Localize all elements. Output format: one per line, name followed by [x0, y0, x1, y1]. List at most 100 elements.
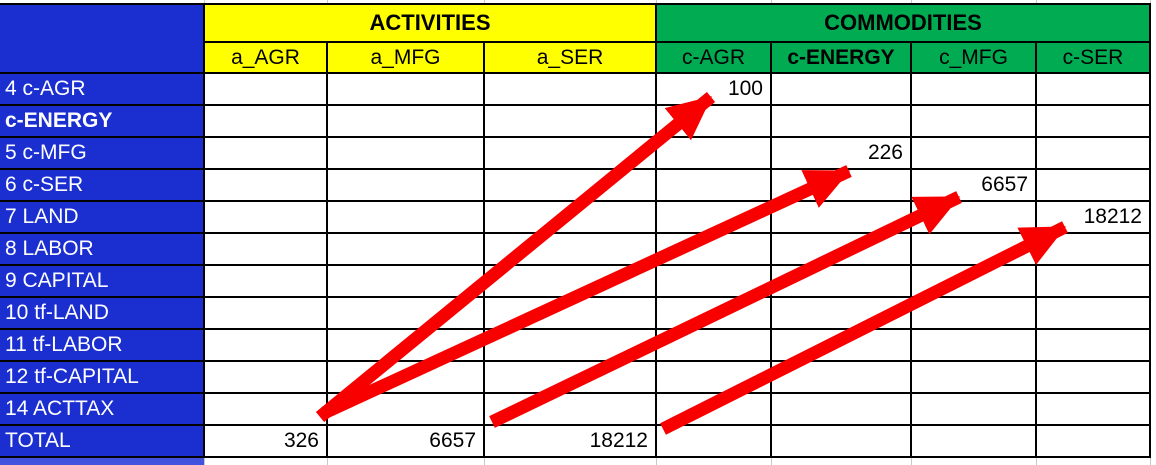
cell-c-ENERGY-6-c-SER[interactable] — [772, 170, 912, 202]
cell-a_MFG-6-c-SER[interactable] — [328, 170, 485, 202]
cell-a_AGR-14-ACTTAX[interactable] — [205, 394, 328, 426]
cell-c-ENERGY-12-tf-CAPITAL[interactable] — [772, 362, 912, 394]
cell-a_MFG-14-ACTTAX[interactable] — [328, 394, 485, 426]
cell-c_MFG-10-tf-LAND[interactable] — [912, 298, 1037, 330]
cell-c_MFG-4-c-AGR[interactable] — [912, 74, 1037, 106]
cell-a_MFG-4-c-AGR[interactable] — [328, 74, 485, 106]
cell-a_MFG-11-tf-LABOR[interactable] — [328, 330, 485, 362]
cell-a_SER-8-LABOR[interactable] — [485, 234, 657, 266]
row-header-9-CAPITAL[interactable]: 9 CAPITAL — [0, 266, 205, 298]
cell-a_MFG-7-LAND[interactable] — [328, 202, 485, 234]
cell-a_MFG-10-tf-LAND[interactable] — [328, 298, 485, 330]
group-header-activities[interactable]: ACTIVITIES — [205, 5, 657, 43]
cell-c_MFG-5-c-MFG[interactable] — [912, 138, 1037, 170]
column-header-c_MFG[interactable]: c_MFG — [912, 43, 1037, 74]
cell-c-ENERGY-c-ENERGY[interactable] — [772, 106, 912, 138]
row-header-8-LABOR[interactable]: 8 LABOR — [0, 234, 205, 266]
cell-a_SER-9-CAPITAL[interactable] — [485, 266, 657, 298]
row-header-7-LAND[interactable]: 7 LAND — [0, 202, 205, 234]
row-header-10-tf-LAND[interactable]: 10 tf-LAND — [0, 298, 205, 330]
cell-c-ENERGY-TOTAL[interactable] — [772, 426, 912, 458]
cell-a_AGR-8-LABOR[interactable] — [205, 234, 328, 266]
cell-a_AGR-6-c-SER[interactable] — [205, 170, 328, 202]
column-header-c-ENERGY[interactable]: c-ENERGY — [772, 43, 912, 74]
cell-a_AGR-9-CAPITAL[interactable] — [205, 266, 328, 298]
cell-a_MFG-5-c-MFG[interactable] — [328, 138, 485, 170]
cell-c-SER-7-LAND[interactable]: 18212 — [1037, 202, 1151, 234]
cell-c-SER-11-tf-LABOR[interactable] — [1037, 330, 1151, 362]
row-header-11-tf-LABOR[interactable]: 11 tf-LABOR — [0, 330, 205, 362]
cell-c_MFG-9-CAPITAL[interactable] — [912, 266, 1037, 298]
cell-a_SER-c-ENERGY[interactable] — [485, 106, 657, 138]
cell-a_SER-4-c-AGR[interactable] — [485, 74, 657, 106]
cell-c_MFG-11-tf-LABOR[interactable] — [912, 330, 1037, 362]
cell-a_AGR-7-LAND[interactable] — [205, 202, 328, 234]
cell-c_MFG-14-ACTTAX[interactable] — [912, 394, 1037, 426]
cell-c_MFG-7-LAND[interactable] — [912, 202, 1037, 234]
cell-c-ENERGY-14-ACTTAX[interactable] — [772, 394, 912, 426]
cell-c-AGR-10-tf-LAND[interactable] — [657, 298, 772, 330]
row-header-6-c-SER[interactable]: 6 c-SER — [0, 170, 205, 202]
cell-c_MFG-12-tf-CAPITAL[interactable] — [912, 362, 1037, 394]
cell-c-ENERGY-8-LABOR[interactable] — [772, 234, 912, 266]
cell-a_SER-5-c-MFG[interactable] — [485, 138, 657, 170]
cell-c-ENERGY-11-tf-LABOR[interactable] — [772, 330, 912, 362]
column-header-c-AGR[interactable]: c-AGR — [657, 43, 772, 74]
cell-a_SER-6-c-SER[interactable] — [485, 170, 657, 202]
cell-a_MFG-12-tf-CAPITAL[interactable] — [328, 362, 485, 394]
cell-a_MFG-TOTAL[interactable]: 6657 — [328, 426, 485, 458]
column-header-a_SER[interactable]: a_SER — [485, 43, 657, 74]
cell-a_AGR-11-tf-LABOR[interactable] — [205, 330, 328, 362]
cell-a_SER-7-LAND[interactable] — [485, 202, 657, 234]
cell-c-AGR-7-LAND[interactable] — [657, 202, 772, 234]
cell-c-AGR-12-tf-CAPITAL[interactable] — [657, 362, 772, 394]
cell-c-SER-14-ACTTAX[interactable] — [1037, 394, 1151, 426]
cell-a_SER-12-tf-CAPITAL[interactable] — [485, 362, 657, 394]
cell-c-AGR-14-ACTTAX[interactable] — [657, 394, 772, 426]
column-header-a_AGR[interactable]: a_AGR — [205, 43, 328, 74]
cell-c-SER-5-c-MFG[interactable] — [1037, 138, 1151, 170]
cell-c-SER-4-c-AGR[interactable] — [1037, 74, 1151, 106]
group-header-commodities[interactable]: COMMODITIES — [657, 5, 1151, 43]
cell-a_MFG-9-CAPITAL[interactable] — [328, 266, 485, 298]
cell-c-SER-8-LABOR[interactable] — [1037, 234, 1151, 266]
row-header-TOTAL[interactable]: TOTAL — [0, 426, 205, 458]
cell-c-SER-TOTAL[interactable] — [1037, 426, 1151, 458]
row-header-4-c-AGR[interactable]: 4 c-AGR — [0, 74, 205, 106]
cell-a_AGR-c-ENERGY[interactable] — [205, 106, 328, 138]
cell-c-SER-12-tf-CAPITAL[interactable] — [1037, 362, 1151, 394]
cell-a_AGR-TOTAL[interactable]: 326 — [205, 426, 328, 458]
cell-c-AGR-TOTAL[interactable] — [657, 426, 772, 458]
cell-c-AGR-11-tf-LABOR[interactable] — [657, 330, 772, 362]
cell-c-AGR-c-ENERGY[interactable] — [657, 106, 772, 138]
cell-a_AGR-12-tf-CAPITAL[interactable] — [205, 362, 328, 394]
cell-c-AGR-4-c-AGR[interactable]: 100 — [657, 74, 772, 106]
cell-c_MFG-TOTAL[interactable] — [912, 426, 1037, 458]
cell-a_AGR-10-tf-LAND[interactable] — [205, 298, 328, 330]
cell-a_MFG-c-ENERGY[interactable] — [328, 106, 485, 138]
cell-c_MFG-6-c-SER[interactable]: 6657 — [912, 170, 1037, 202]
cell-c-ENERGY-4-c-AGR[interactable] — [772, 74, 912, 106]
row-header-5-c-MFG[interactable]: 5 c-MFG — [0, 138, 205, 170]
cell-c-ENERGY-5-c-MFG[interactable]: 226 — [772, 138, 912, 170]
cell-c_MFG-8-LABOR[interactable] — [912, 234, 1037, 266]
cell-c-ENERGY-9-CAPITAL[interactable] — [772, 266, 912, 298]
cell-a_SER-TOTAL[interactable]: 18212 — [485, 426, 657, 458]
row-header-c-ENERGY[interactable]: c-ENERGY — [0, 106, 205, 138]
cell-a_MFG-8-LABOR[interactable] — [328, 234, 485, 266]
cell-c-SER-c-ENERGY[interactable] — [1037, 106, 1151, 138]
cell-c-ENERGY-10-tf-LAND[interactable] — [772, 298, 912, 330]
cell-c-SER-6-c-SER[interactable] — [1037, 170, 1151, 202]
row-header-14-ACTTAX[interactable]: 14 ACTTAX — [0, 394, 205, 426]
cell-c-SER-9-CAPITAL[interactable] — [1037, 266, 1151, 298]
cell-a_SER-14-ACTTAX[interactable] — [485, 394, 657, 426]
cell-a_AGR-4-c-AGR[interactable] — [205, 74, 328, 106]
cell-c-AGR-9-CAPITAL[interactable] — [657, 266, 772, 298]
cell-c-ENERGY-7-LAND[interactable] — [772, 202, 912, 234]
cell-a_SER-10-tf-LAND[interactable] — [485, 298, 657, 330]
row-header-12-tf-CAPITAL[interactable]: 12 tf-CAPITAL — [0, 362, 205, 394]
cell-c-AGR-6-c-SER[interactable] — [657, 170, 772, 202]
cell-a_SER-11-tf-LABOR[interactable] — [485, 330, 657, 362]
cell-c-SER-10-tf-LAND[interactable] — [1037, 298, 1151, 330]
cell-c_MFG-c-ENERGY[interactable] — [912, 106, 1037, 138]
